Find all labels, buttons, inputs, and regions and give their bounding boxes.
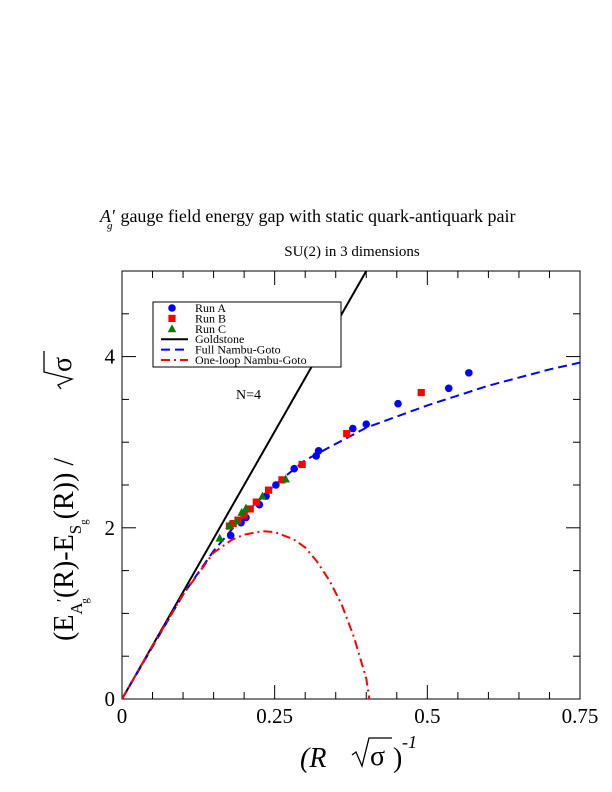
- data-point-run-c: [258, 491, 267, 500]
- legend-box: [152, 301, 342, 368]
- ylabel-sub1: A: [67, 602, 86, 615]
- data-point-run-a: [226, 531, 235, 540]
- legend-label-run-b: Run B: [195, 311, 226, 325]
- data-point-run-b: [264, 486, 273, 494]
- data-point-run-a: [290, 464, 299, 473]
- data-point-run-b: [298, 460, 306, 469]
- y-tick-label: 0: [105, 687, 116, 711]
- series-line-one-loop-nambu-goto: [122, 530, 371, 699]
- data-point-run-a: [349, 424, 357, 433]
- data-point-run-a: [362, 420, 371, 429]
- svg-text:(EA′g(R)-ESg(R)) /: (EA′ g(R)-ESg(R)) /: [49, 458, 91, 641]
- ylabel-sqrt-arg: σ: [47, 357, 78, 372]
- x-tick-label: 0: [117, 704, 128, 728]
- chart-subtitle: SU(2) in 3 dimensions: [284, 244, 420, 260]
- y-axis-label: (EA′ g(R)-ESg(R)) / σ: [43, 351, 91, 641]
- x-tick-label: 0.75: [562, 704, 599, 728]
- data-point-run-a: [394, 399, 402, 408]
- data-point-run-b: [417, 388, 425, 397]
- xlabel-close: ): [393, 743, 402, 774]
- legend-marker-run-b: [168, 314, 176, 322]
- legend-label-goldstone: Goldstone: [195, 332, 244, 346]
- data-point-run-c: [237, 507, 246, 516]
- point-series: [215, 369, 473, 542]
- ylabel-sub2: S: [66, 525, 85, 534]
- x-axis-label: (R σ ) -1: [300, 732, 417, 774]
- xlabel-sqrt-arg: σ: [370, 741, 385, 772]
- xlabel-sqrt-sign: [351, 737, 392, 769]
- data-point-run-a: [272, 481, 280, 489]
- x-tick-label: 0.25: [256, 704, 293, 728]
- legend-label-run-a: Run A: [195, 301, 226, 315]
- data-point-run-c: [241, 503, 251, 512]
- data-point-run-b: [252, 498, 260, 506]
- y-tick-label: 2: [105, 516, 116, 540]
- xlabel-exponent: -1: [402, 732, 417, 752]
- legend-label-full-nambu-goto: Full Nambu-Goto: [195, 343, 281, 357]
- legend-label-run-c: Run C: [195, 322, 226, 336]
- ylabel-sub1-sub: g: [79, 598, 91, 604]
- data-point-run-a: [314, 446, 323, 455]
- legend-marker-run-c: [167, 324, 177, 333]
- annotation-n: N=4: [236, 388, 261, 403]
- title-symbol-sub: g: [107, 220, 113, 232]
- data-point-run-c: [281, 474, 290, 483]
- data-point-run-c: [215, 533, 225, 542]
- series-layer: [122, 271, 580, 699]
- chart-title: A′g gauge field energy gap with static qu…: [99, 206, 515, 232]
- legend-label-one-loop-nambu-goto: One-loop Nambu-Goto: [195, 353, 307, 367]
- ylabel-open: (E: [49, 615, 80, 641]
- data-point-run-a: [465, 369, 473, 377]
- series-line-full-nambu-goto: [122, 361, 580, 699]
- data-point-run-b: [246, 505, 254, 513]
- ylabel-end: (R)) /: [49, 458, 80, 520]
- axis-ticks: [121, 270, 581, 700]
- axis-tick-labels: 0 0.25 0.5 0.75 0 2 4: [105, 345, 599, 728]
- ylabel-sub1-prime: ′: [53, 599, 72, 603]
- ylabel-middle: (R)-E: [49, 534, 80, 598]
- data-point-run-c: [225, 520, 234, 529]
- data-point-run-b: [343, 430, 351, 438]
- y-tick-label: 4: [105, 345, 116, 369]
- x-tick-label: 0.5: [414, 704, 440, 728]
- ylabel-sqrt-sign: [43, 351, 75, 390]
- title-symbol: A: [99, 206, 112, 226]
- data-point-run-c: [232, 516, 242, 525]
- ylabel-sub2-sub: g: [78, 519, 90, 525]
- data-point-run-a: [444, 384, 453, 393]
- xlabel-open: (R: [300, 743, 326, 774]
- legend-marker-run-a: [168, 304, 176, 312]
- data-point-run-b: [278, 476, 286, 484]
- title-symbol-prime: ′: [112, 206, 116, 226]
- title-main: gauge field energy gap with static quark…: [120, 206, 515, 226]
